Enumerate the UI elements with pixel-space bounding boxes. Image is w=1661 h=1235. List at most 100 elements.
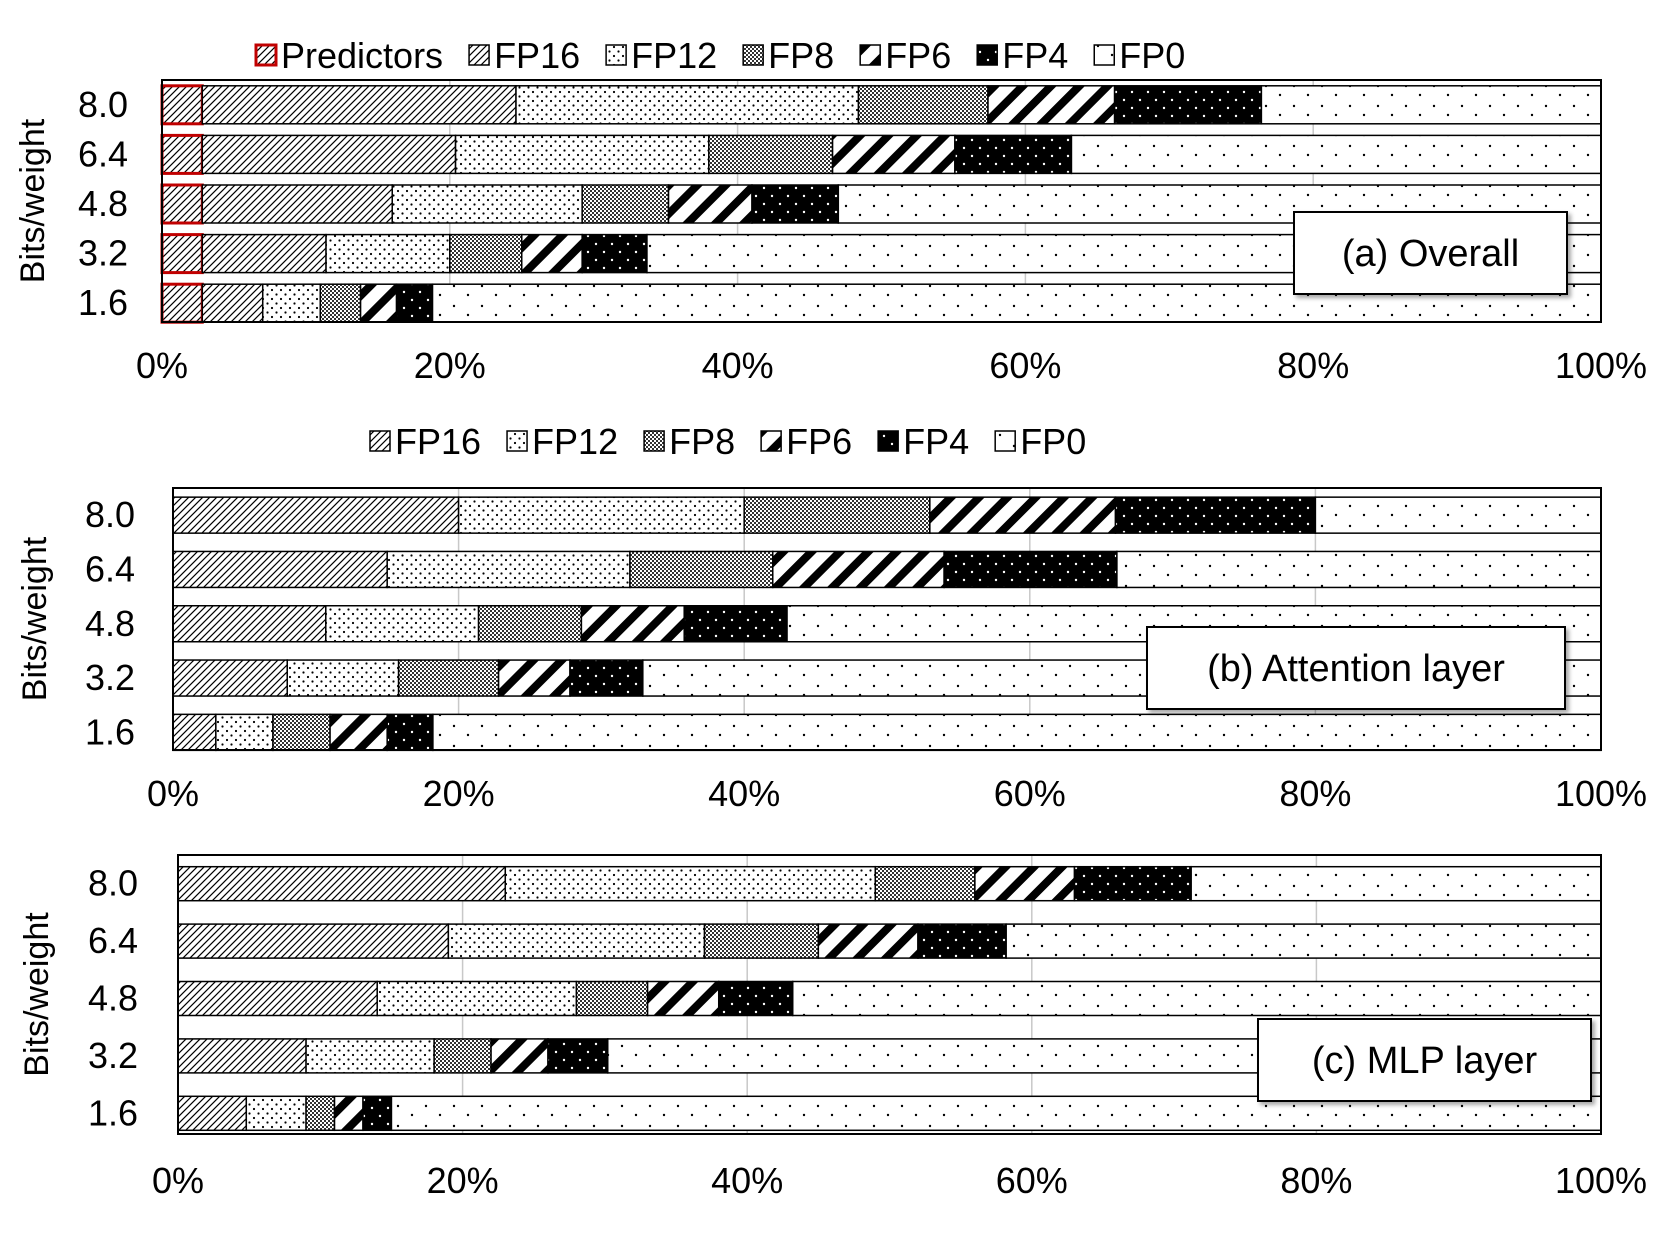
x-tick-labels: 0% 20% 40% 60% 80% 100% [152,1160,1647,1201]
legend-label: FP8 [768,35,834,76]
bar-segment-fp16 [201,283,264,323]
bar-segment-fp16 [172,550,388,589]
legend-swatch [369,430,391,452]
legend-label: FP6 [786,421,852,462]
bar-segment-fp16 [172,659,288,697]
bar-segment-fp16 [177,980,378,1017]
bar-segment-fp12 [454,134,710,175]
bar-segment-fp8 [449,233,523,274]
bars [172,496,1602,752]
x-tick-label: 20% [423,773,495,814]
bar-segment-fp16 [201,184,393,224]
x-tick-label: 100% [1555,773,1647,814]
bar-segment-fp8 [857,85,989,125]
bar-segment-fp6 [580,605,685,643]
legend-label: FP0 [1020,421,1086,462]
legend-item: FP16 [369,421,481,462]
bar-segment-fp8 [629,550,774,589]
bar-segment-fp6 [667,184,753,224]
bar-segment-fp0 [1314,496,1602,534]
legend-swatch [1093,44,1115,66]
x-tick-labels: 0% 20% 40% 60% 80% 100% [147,773,1647,814]
bar-segment-fp16 [172,496,460,534]
legend-swatch [506,430,528,452]
bar-segment-fp8 [708,134,834,175]
bar-segment-fp0 [791,980,1602,1017]
y-tick-label: 8.0 [88,863,138,904]
x-tick-label: 80% [1277,345,1349,386]
bar-segment-fp6 [329,713,388,752]
legend-label: FP12 [532,421,618,462]
bar-segment-fp12 [391,184,583,224]
bar-segment-fp4 [581,233,648,274]
legend-item: FP16 [468,35,580,76]
bar-segment-fp8 [433,1038,492,1074]
plot-frame [161,79,1602,323]
bar-segment-fp8 [397,659,500,697]
bar-segment-fp6 [929,496,1117,534]
legend-item: FP6 [859,35,951,76]
legend-swatch [605,44,627,66]
y-axis-label: Bits/weight [16,536,54,701]
bar-segment-fp8 [477,605,583,643]
bar-segment-fp12 [261,283,322,323]
bar-segment-fp12 [386,550,631,589]
legend-label: FP12 [631,35,717,76]
plot-frame [172,487,1602,751]
y-tick-label: 1.6 [88,1092,138,1133]
legend-item: FP4 [877,421,969,462]
legend-label: FP16 [494,35,580,76]
bar-segment-fp8 [575,980,649,1017]
y-tick-label: 3.2 [88,1035,138,1076]
bar-segment-fp8 [272,713,331,752]
bar-segment-fp12 [376,980,578,1017]
y-tick-label: 4.8 [78,183,128,224]
legend-label: FP6 [885,35,951,76]
y-tick-labels: 8.0 6.4 4.8 3.2 1.6 [85,494,135,752]
legend-item: FP4 [976,35,1068,76]
y-tick-label: 3.2 [78,233,128,274]
bar-segment-fp6 [817,923,919,959]
bar-segment-fp0 [1005,923,1602,959]
legend: FP16 FP12 FP8 FP6 FP4 FP0 [369,421,1086,462]
x-tick-label: 100% [1555,345,1647,386]
plot-frame [177,854,1602,1135]
legend-swatch [643,430,665,452]
y-tick-label: 6.4 [88,920,138,961]
legend: Predictors FP16 FP12 FP8 FP6 FP4 FP0 [254,35,1185,76]
bar-segment-fp12 [325,605,480,643]
bar-segment-fp12 [504,865,877,902]
panel-mlp: Bits/weight 8.0 6.4 4.8 3.2 1.6 0% 20% 40% 60% 8… [18,854,1647,1201]
bar-segment-fp6 [831,134,956,175]
x-tick-label: 100% [1555,1160,1647,1201]
legend-swatch [877,430,899,452]
bar-segment-fp4 [547,1038,609,1074]
y-tick-label: 8.0 [78,84,128,125]
bar-segment-fp4 [362,1095,393,1132]
legend-item: FP6 [760,421,852,462]
legend-swatch [468,44,490,66]
bar-segment-fp12 [215,713,274,752]
x-tick-label: 60% [994,773,1066,814]
legend-label: Predictors [281,35,443,76]
bar-segment-fp0 [1116,550,1602,589]
legend-item: FP8 [643,421,735,462]
bar-segment-fp0 [1190,865,1602,902]
bar-segment-fp12 [457,496,745,534]
bar-segment-fp16 [177,865,507,902]
panel-label: (b) Attention layer [1207,648,1505,690]
legend-item: Predictors [254,35,443,76]
y-axis-label: Bits/weight [18,912,56,1077]
legend-item: FP12 [506,421,618,462]
bar-segment-fp16 [177,1095,248,1132]
y-tick-label: 4.8 [85,603,135,644]
legend-item: FP0 [1093,35,1185,76]
bar-segment-fp4 [954,134,1073,175]
x-tick-label: 80% [1280,1160,1352,1201]
bar-segment-fp4 [751,184,840,224]
x-tick-label: 40% [711,1160,783,1201]
bar-segment-fp4 [386,713,434,752]
bar-segment-fp6 [359,283,398,323]
legend-label: FP16 [395,421,481,462]
